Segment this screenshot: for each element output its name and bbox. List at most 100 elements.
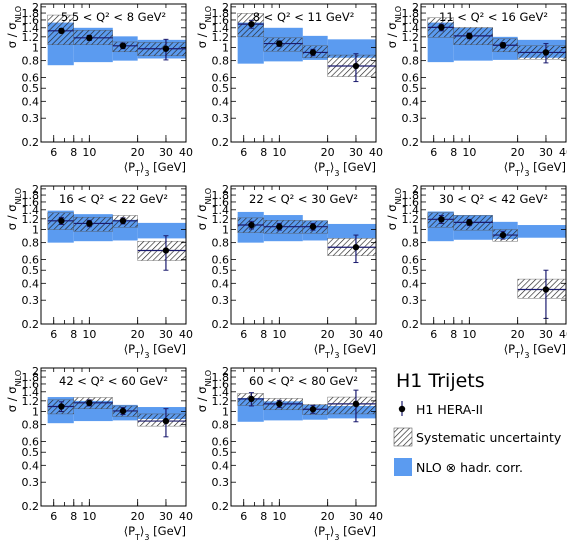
data-point [58, 217, 65, 225]
data-point [542, 286, 550, 293]
x-tick-label: 40 [179, 146, 193, 159]
y-tick-label: 1.4 [212, 386, 230, 399]
y-axis-label: σ / σNLO [5, 6, 23, 48]
data-point [438, 24, 445, 31]
panel-5: 0.2 0.3 0.40.50.6 0.811.21.41.61.82 6 8 10 20 30… [195, 183, 383, 360]
y-tick-label: 1.2 [22, 31, 40, 44]
y-tick-label: 0.6 [212, 254, 230, 267]
x-tick-label: 20 [321, 510, 335, 523]
data-point [309, 49, 317, 56]
y-axis-label: σ / σNLO [385, 6, 403, 48]
x-tick-label: 8 [260, 146, 267, 159]
y-tick-label: 1.4 [212, 22, 230, 35]
y-tick-label: 0.2 [402, 136, 420, 149]
x-tick-label: 30 [159, 146, 173, 159]
y-tick-label: 0.2 [22, 318, 40, 331]
y-tick-label: 0.8 [212, 55, 230, 68]
y-tick-label: 1.2 [22, 395, 40, 408]
x-tick-label: 40 [559, 328, 567, 341]
panel-2: 0.2 0.3 0.40.50.6 0.811.21.41.61.82 6 8 10 20 30… [195, 1, 383, 178]
y-tick-label: 0.6 [22, 254, 40, 267]
y-tick-label: 0.8 [212, 419, 230, 432]
y-tick-label: 0.8 [22, 419, 40, 432]
y-tick-label: 1.4 [22, 204, 40, 217]
x-axis-label: ⟨PT⟩3 [GeV] [314, 342, 376, 360]
panel-frame [40, 3, 187, 143]
y-tick-label: 1.6 [22, 378, 40, 391]
y-tick-label: 2 [32, 365, 39, 378]
nlo-band [517, 225, 566, 238]
panel-title: 8 < Q² < 11 GeV² [253, 10, 355, 24]
data-point [248, 20, 255, 28]
legend-syst-swatch [393, 427, 413, 447]
y-tick-label: 1 [412, 42, 419, 55]
y-tick-label: 0.8 [402, 237, 420, 250]
x-tick-label: 30 [349, 146, 363, 159]
x-tick-label: 30 [349, 328, 363, 341]
x-tick-label: 30 [159, 328, 173, 341]
x-tick-label: 6 [240, 328, 247, 341]
data-point [499, 42, 507, 49]
y-tick-label: 0.6 [22, 72, 40, 85]
y-tick-label: 0.6 [402, 254, 420, 267]
x-tick-label: 8 [260, 328, 267, 341]
nlo-band [327, 223, 376, 239]
y-tick-label: 1.2 [212, 31, 230, 44]
data-point [162, 45, 170, 52]
figure-title: H1 Trijets [396, 370, 485, 392]
y-axis-label: σ / σNLO [5, 188, 23, 230]
legend-nlo-swatch [394, 458, 412, 476]
y-tick-label: 0.5 [402, 264, 420, 277]
y-tick-label: 1.8 [402, 7, 420, 20]
data-point [276, 223, 283, 230]
x-tick-label: 6 [430, 146, 437, 159]
y-axis-label: σ / σNLO [195, 188, 213, 230]
y-axis-label: σ / σNLO [195, 6, 213, 48]
y-tick-label: 1.2 [22, 213, 40, 226]
data-point [58, 27, 65, 35]
x-tick-label: 30 [539, 146, 553, 159]
y-tick-label: 0.2 [212, 500, 230, 513]
data-point [86, 34, 93, 42]
y-tick-label: 0.2 [22, 500, 40, 513]
y-tick-label: 1.8 [212, 189, 230, 202]
data-point [352, 400, 360, 408]
data-point [58, 403, 65, 410]
y-tick-label: 0.5 [22, 82, 40, 95]
x-tick-label: 6 [240, 146, 247, 159]
y-tick-label: 1.8 [402, 189, 420, 202]
panel-title: 42 < Q² < 60 GeV² [59, 374, 168, 388]
data-point [162, 247, 170, 254]
y-tick-label: 0.3 [22, 294, 40, 307]
data-point [276, 40, 283, 47]
y-tick-label: 1.4 [22, 22, 40, 35]
y-tick-label: 1.8 [22, 371, 40, 384]
y-tick-label: 0.5 [402, 82, 420, 95]
x-tick-label: 40 [179, 328, 193, 341]
legend-data-marker [398, 405, 406, 413]
x-tick-label: 8 [450, 328, 457, 341]
y-axis-label: σ / σNLO [195, 370, 213, 412]
data-point [86, 399, 93, 407]
y-tick-label: 1.6 [402, 14, 420, 27]
y-tick-label: 0.4 [22, 459, 40, 472]
x-tick-label: 30 [159, 510, 173, 523]
y-tick-label: 0.5 [22, 446, 40, 459]
x-tick-label: 20 [511, 328, 525, 341]
x-tick-label: 8 [70, 146, 77, 159]
y-tick-label: 1.2 [212, 395, 230, 408]
x-tick-label: 6 [50, 146, 57, 159]
y-tick-label: 1.6 [22, 14, 40, 27]
data-point [438, 216, 445, 223]
y-tick-label: 1 [32, 224, 39, 237]
y-tick-label: 2 [32, 183, 39, 196]
y-tick-label: 1.2 [402, 31, 420, 44]
y-tick-label: 0.3 [22, 476, 40, 489]
y-axis-label: σ / σNLO [5, 370, 23, 412]
nlo-band [327, 39, 376, 58]
y-tick-label: 0.3 [22, 112, 40, 125]
y-tick-label: 2 [412, 183, 419, 196]
data-point [499, 231, 507, 239]
x-tick-label: 10 [462, 328, 476, 341]
